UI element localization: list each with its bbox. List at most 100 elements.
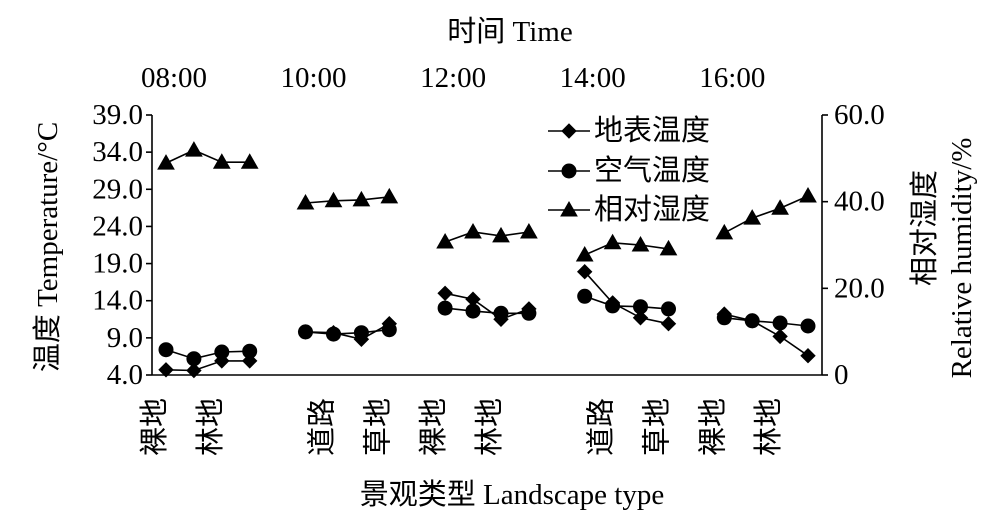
series-relative-humidity [157,141,817,262]
data-point-air-temperature [437,300,453,316]
axes [151,115,823,376]
y-left-tick-label: 19.0 [92,248,143,280]
y-left-tick-label: 39.0 [92,99,143,131]
legend-label: 地表温度 [594,114,710,147]
series-surface-temperature [158,263,816,379]
data-point-relative-humidity [520,222,538,239]
data-point-relative-humidity [464,222,482,239]
data-point-air-temperature [465,303,481,319]
top-axis-tick-label: 12:00 [420,62,486,94]
x-tick-label: 道路 [585,398,618,456]
y-left-tick-label: 4.0 [107,359,143,391]
top-axis-tick-label: 14:00 [560,62,626,94]
y-left-tick-label: 9.0 [107,322,143,354]
data-point-relative-humidity [659,239,678,256]
data-point-relative-humidity [771,199,789,215]
data-point-air-temperature [214,344,230,360]
top-axis-tick-label: 10:00 [280,62,346,94]
data-point-surface-temperature [772,328,788,345]
data-point-relative-humidity [352,190,371,207]
data-point-air-temperature [633,299,648,315]
series-air-temperature [158,288,816,367]
data-point-relative-humidity [715,223,734,240]
y-axis-title-right-line2: Relative humidity/% [946,138,978,379]
data-point-relative-humidity [157,154,175,170]
x-tick-label: 林地 [194,398,227,456]
data-point-surface-temperature [660,315,677,332]
data-point-relative-humidity [240,153,259,169]
legend-item-air-temperature: 空气温度 [548,154,710,187]
data-point-relative-humidity [185,141,203,157]
data-point-air-temperature [716,310,732,326]
data-point-air-temperature [493,305,509,321]
data-point-relative-humidity [631,235,650,252]
data-point-surface-temperature [186,362,202,379]
series-line-relative-humidity [165,149,809,256]
y-left-tick-label: 24.0 [92,210,143,242]
y-right-tick-label: 40.0 [834,186,885,218]
data-point-air-temperature [298,324,313,340]
axis-ticks: 4.0 9.0 14.0 19.0 24.0 29.0 34.0 39.0 0 20.0 40.0 6… [92,62,885,456]
data-point-air-temperature [772,315,788,331]
y-left-tick-label: 29.0 [92,173,143,205]
data-point-air-temperature [242,343,258,359]
legend-item-surface-temperature: 地表温度 [548,114,710,147]
x-tick-label: 林地 [752,398,785,456]
data-point-relative-humidity [380,187,399,204]
data-point-air-temperature [158,342,174,358]
data-point-relative-humidity [212,153,231,169]
plot-series [157,141,817,379]
data-point-air-temperature [521,305,537,321]
data-point-air-temperature [186,351,202,367]
x-tick-label: 裸地 [417,398,450,456]
data-point-air-temperature [577,288,593,304]
data-point-air-temperature [605,298,621,314]
x-tick-label: 裸地 [696,398,729,456]
data-point-relative-humidity [575,245,594,262]
y-right-tick-label: 20.0 [834,272,885,304]
data-point-relative-humidity [492,226,510,243]
data-point-surface-temperature [437,285,453,302]
data-point-surface-temperature [576,263,593,280]
data-point-surface-temperature [632,310,649,326]
legend-label: 相对湿度 [594,193,710,226]
y-axis-title-right-line1: 相对湿度 [908,170,941,286]
y-axis-title-left: 温度 Temperature/°C [31,122,64,372]
x-axis-title: 景观类型 Landscape type [360,478,664,511]
x-tick-label: 草地 [641,398,674,456]
data-point-relative-humidity [296,193,315,210]
data-point-air-temperature [744,313,760,329]
top-axis-tick-label: 08:00 [141,62,207,94]
series-line-surface-temperature [165,271,809,372]
data-point-relative-humidity [436,232,454,249]
y-right-tick-label: 60.0 [834,99,885,131]
x-tick-label: 草地 [361,398,394,456]
data-point-relative-humidity [324,191,343,208]
legend-marker-circle [561,163,577,179]
legend-marker-diamond [561,123,577,139]
y-right-tick-label: 0 [834,359,849,391]
data-point-relative-humidity [799,186,817,203]
y-left-tick-label: 34.0 [92,136,143,168]
data-point-air-temperature [326,326,341,342]
data-point-air-temperature [800,318,816,334]
x-tick-label: 道路 [306,398,339,456]
data-point-relative-humidity [603,233,622,250]
x-tick-label: 裸地 [138,398,171,456]
data-point-air-temperature [381,322,397,338]
data-point-air-temperature [661,301,676,317]
legend-item-relative-humidity: 相对湿度 [548,193,710,226]
y-left-tick-label: 14.0 [92,285,143,317]
top-axis-tick-label: 16:00 [699,62,765,94]
legend-label: 空气温度 [594,154,710,187]
data-point-relative-humidity [743,209,762,225]
data-point-surface-temperature [158,362,174,378]
data-point-air-temperature [353,325,369,341]
legend-marker-triangle [560,200,578,217]
x-tick-label: 林地 [473,398,506,456]
series-line-air-temperature [165,295,809,360]
data-point-surface-temperature [800,347,816,364]
top-axis-title: 时间 Time [447,15,572,48]
